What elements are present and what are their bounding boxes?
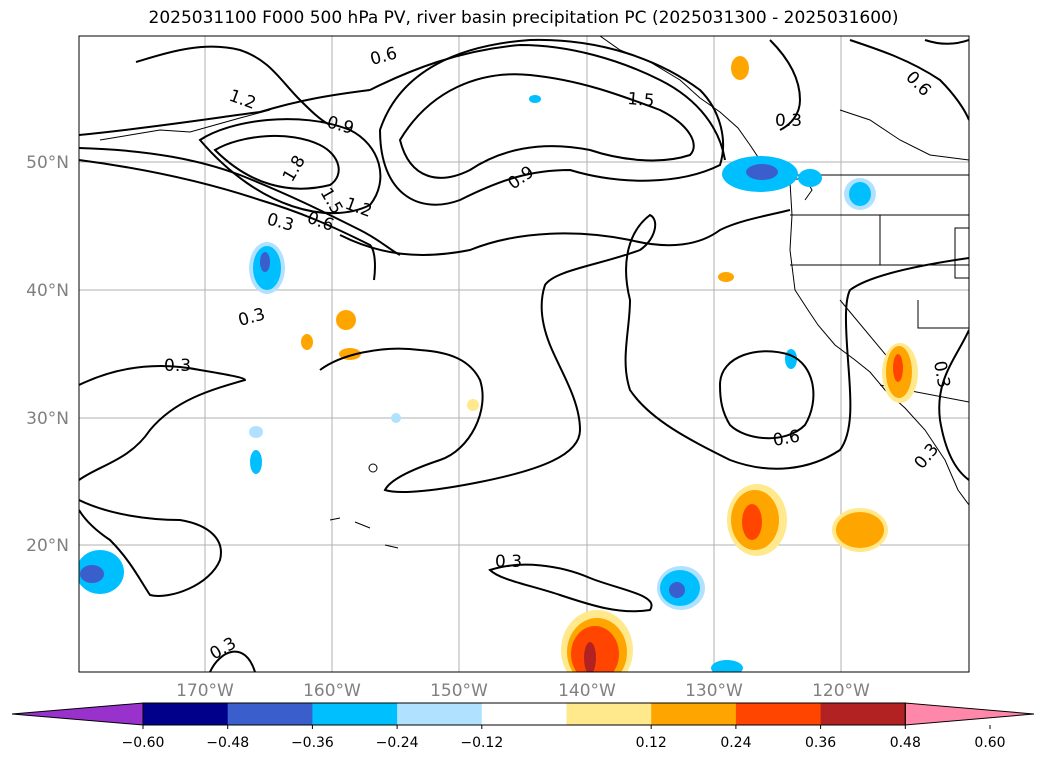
blob-pos-north [731,56,749,80]
colorbar: −0.60 −0.48 −0.36 −0.24 −0.12 0.12 0.24 0.36 0.4… [11,702,1035,751]
colorbar-segment [481,703,567,725]
contour-0.9-north [369,43,726,161]
coast-hawaii [329,517,399,549]
blob-neg-vancouver [798,169,822,187]
gridlines [79,36,969,672]
colorbar-extend-high [904,702,1035,726]
contour-label: 0.3 [775,111,802,131]
contour-0.9-west [79,89,401,256]
lat-tick: 30°N [26,409,69,429]
contour-0.6-loop [718,350,815,440]
colorbar-tick-label: 0.36 [805,735,836,751]
blob-pos-21n [836,512,884,548]
coast-us-west [789,181,969,506]
contour-0.6-west [79,159,376,281]
pv-contours [79,38,969,672]
contour-0.3-ne [769,39,802,131]
lat-tick: 20°N [26,536,69,556]
contour-label: 0.6 [771,427,801,451]
contour-1.5-band [398,73,695,179]
lat-tick-labels: 50°N 40°N 30°N 20°N [26,153,69,556]
coast-aleutians [99,109,271,141]
colorbar-tick-label: 0.60 [974,735,1005,751]
contour-1.2-band [378,38,724,206]
colorbar-tick-label: 0.24 [720,735,751,751]
colorbar-tick-label: 0.48 [890,735,921,751]
colorbar-segment [143,703,229,725]
contour-1.5-loop [198,118,382,215]
lon-tick: 170°W [176,681,234,701]
colorbar-segment [566,703,652,725]
contour-0.3-bottom [209,650,256,672]
blob-neg-bottom [711,660,743,672]
colorbar-segment [227,703,313,725]
contour-0.3-east [938,329,969,481]
colorbar-tick-label: −0.12 [460,735,503,751]
contour-labels: 1.2 0.6 0.9 1.5 0.9 0.3 1.8 1.5 1.2 0.3 … [164,44,953,665]
blob-neg-ca-coast [785,349,797,369]
contour-1.8-loop [213,135,340,190]
colorbar-segment [820,703,906,725]
blob-pos-22n-core [742,504,762,540]
contour-0.3-mid [339,209,791,256]
colorbar-extend-low [11,702,144,726]
colorbar-segment [651,703,737,725]
blob-neg-29n-b [250,450,262,474]
blob-neg-42n-core [260,252,270,272]
colorbar-segment [397,703,483,725]
colorbar-tick-label: −0.60 [122,735,165,751]
colorbar-tick-label: −0.36 [291,735,334,751]
blob-neg-55n [529,95,541,103]
colorbar-segment [312,703,398,725]
blob-pos-bottom-mid [571,626,619,672]
blob-neg-29n-a [249,426,263,438]
blob-neg-bc-core [746,164,778,180]
contour-label: 0.3 [495,552,522,572]
blob-pos-bottom-core [584,642,596,672]
colorbar-tick-label: −0.48 [206,735,249,751]
lon-tick-labels: 170°W 160°W 150°W 140°W 130°W 120°W [176,681,870,701]
blob-neg-west-core [80,565,104,583]
blob-neg-id [849,182,871,206]
contour-label: 0.3 [164,356,191,376]
blob-neg-17n-core [669,582,685,598]
contour-0.9-ne [924,39,969,45]
contour-0.3-main [319,213,969,493]
lat-tick: 40°N [26,281,69,301]
blob-pos-37n [336,310,356,330]
precip-shading [79,56,918,672]
colorbar-segment [735,703,822,725]
lon-tick: 150°W [430,681,488,701]
border-inland-canada [839,109,969,161]
map-title: 2025031100 F000 500 hPa PV, river basin … [148,8,899,28]
lon-tick: 140°W [558,681,616,701]
contour-label: 1.5 [627,89,656,111]
lon-tick: 120°W [812,681,870,701]
lon-tick: 130°W [685,681,743,701]
blob-pos-31n [467,399,479,411]
contour-0.3-south [488,563,653,613]
map-border [78,35,970,673]
colorbar-outline [142,702,906,726]
contour-1.2-north [135,45,331,126]
blob-pos-socal-core [893,354,903,382]
island-midway [368,463,378,473]
contour-0.3-southwest [79,365,247,597]
map-frame-bg [79,36,969,672]
colorbar-tick-label: 0.12 [636,735,667,751]
blob-pos-41n [718,272,734,282]
lat-tick: 50°N [26,153,69,173]
contour-0.6-ne [849,39,969,121]
blob-pos-36n [301,334,313,350]
border-ut [954,227,969,279]
blob-neg-30n [391,413,401,423]
colorbar-tick-label: −0.24 [376,735,419,751]
border-nv-az [917,300,969,329]
lon-tick: 160°W [303,681,361,701]
contour-label: 0.3 [929,359,953,389]
